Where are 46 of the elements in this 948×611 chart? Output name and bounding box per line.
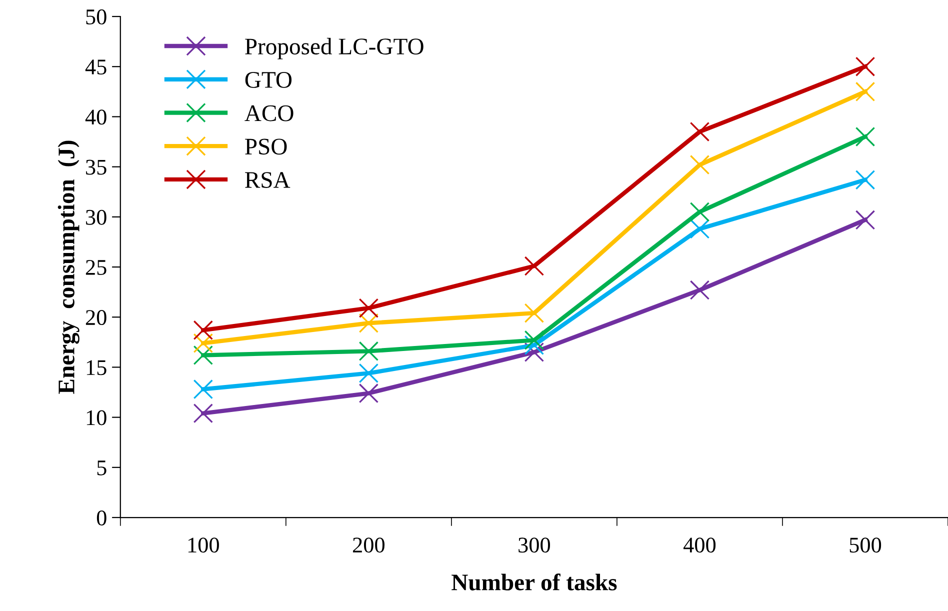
x-tick-label: 400 [683,538,716,553]
point [193,333,214,354]
point [358,341,379,362]
y-tick-label: 40 [85,110,106,125]
y-tick-label: 50 [86,9,106,24]
y-tick-label: 30 [86,210,106,225]
legend-label: GTO [245,72,292,88]
point [690,280,710,300]
point [193,320,214,340]
point [193,345,214,366]
point [690,154,710,175]
x-tick-label: 100 [188,538,219,553]
point [855,126,876,147]
x-tick-label: 300 [518,538,550,553]
y-tick-label: 10 [86,410,106,426]
point [855,82,876,102]
legend-label: ACO [244,105,294,122]
y-tick-label: 15 [86,360,106,376]
y-tick-label: 0 [96,510,106,526]
x-axis-title: Number of tasks [452,574,617,590]
y-tick-label: 45 [85,60,106,75]
point [690,122,710,142]
point [524,330,544,350]
legend-label: PSO [245,138,287,155]
y-tick-label: 25 [86,260,106,275]
point [690,219,710,239]
point [358,313,379,333]
y-axis-title: Energy consumption (J) [58,140,80,394]
legend-label: RSA [245,172,290,188]
point [358,298,379,318]
legend-label: Proposed LC-GTO [245,38,424,60]
point [193,403,214,424]
y-tick-label: 5 [97,460,106,476]
point [855,210,876,230]
x-tick-label: 200 [352,538,384,553]
point [690,202,710,222]
y-tick-label: 20 [86,310,106,326]
x-tick-label: 500 [850,538,882,553]
point [855,170,876,190]
point [855,56,876,76]
point [524,303,544,323]
point [358,363,379,384]
point [193,379,214,400]
point [524,256,544,276]
point [358,383,379,404]
y-tick-label: 35 [86,160,106,175]
